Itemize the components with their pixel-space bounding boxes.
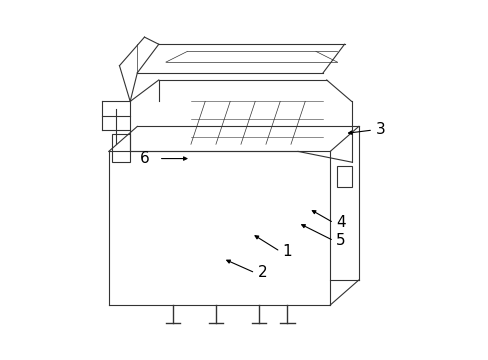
Text: 3: 3 (375, 122, 385, 138)
Bar (112, 134, 130, 162)
Text: 1: 1 (282, 244, 292, 259)
Text: 6: 6 (139, 151, 149, 166)
Text: 5: 5 (335, 233, 345, 248)
Text: 4: 4 (335, 215, 345, 230)
Text: 2: 2 (257, 265, 266, 280)
Bar (337, 166, 351, 187)
